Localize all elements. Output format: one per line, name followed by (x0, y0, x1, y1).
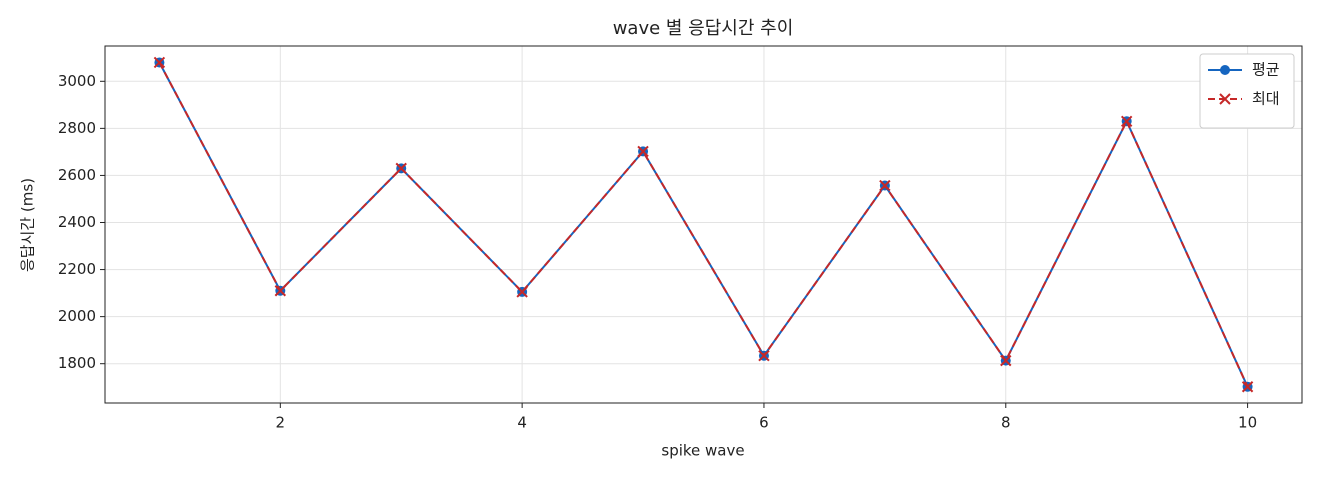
marker (153, 56, 166, 69)
y-tick-label: 2200 (58, 260, 96, 278)
chart-title: wave 별 응답시간 추이 (613, 18, 794, 39)
plot-frame (104, 45, 1303, 404)
y-tick-label: 3000 (58, 72, 96, 90)
marker (1241, 381, 1254, 393)
marker (637, 145, 649, 158)
x-tick-label: 2 (276, 414, 286, 432)
legend-label: 최대 (1252, 90, 1280, 108)
marker (1220, 65, 1230, 75)
x-axis-label: spike wave (661, 442, 744, 460)
legend-label: 평균 (1252, 61, 1280, 79)
marker (274, 285, 287, 297)
marker (879, 179, 891, 192)
marker (1120, 115, 1133, 128)
y-tick-label: 2600 (58, 166, 96, 184)
y-tick-label: 1800 (58, 354, 96, 372)
marker (1000, 354, 1012, 367)
x-tick-label: 6 (759, 414, 769, 432)
series-line (158, 62, 1249, 388)
x-tick-label: 4 (517, 414, 527, 432)
y-tick-label: 2400 (58, 213, 96, 231)
marker (758, 349, 770, 362)
series-line (158, 62, 1249, 388)
x-tick-label: 10 (1238, 414, 1257, 432)
y-tick-label: 2000 (58, 307, 96, 325)
y-axis-label: 응답시간 (ms) (19, 178, 37, 272)
y-tick-label: 2800 (58, 119, 96, 137)
legend-box (1199, 53, 1295, 129)
marker (1219, 93, 1231, 105)
marker (516, 286, 528, 298)
marker (395, 162, 407, 175)
x-tick-label: 8 (1001, 414, 1011, 432)
